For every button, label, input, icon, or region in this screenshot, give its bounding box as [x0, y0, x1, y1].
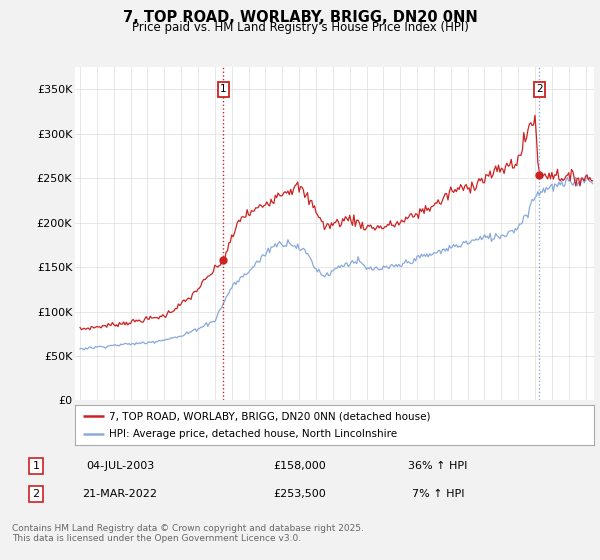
Text: £253,500: £253,500	[274, 489, 326, 499]
Text: HPI: Average price, detached house, North Lincolnshire: HPI: Average price, detached house, Nort…	[109, 429, 397, 439]
Text: 7, TOP ROAD, WORLABY, BRIGG, DN20 0NN (detached house): 7, TOP ROAD, WORLABY, BRIGG, DN20 0NN (d…	[109, 411, 430, 421]
Text: £158,000: £158,000	[274, 461, 326, 471]
Text: 2: 2	[536, 85, 542, 95]
Text: 04-JUL-2003: 04-JUL-2003	[86, 461, 154, 471]
Text: 7, TOP ROAD, WORLABY, BRIGG, DN20 0NN: 7, TOP ROAD, WORLABY, BRIGG, DN20 0NN	[122, 10, 478, 25]
Text: Price paid vs. HM Land Registry's House Price Index (HPI): Price paid vs. HM Land Registry's House …	[131, 21, 469, 34]
Text: 1: 1	[220, 85, 227, 95]
Text: 21-MAR-2022: 21-MAR-2022	[83, 489, 157, 499]
Text: 1: 1	[32, 461, 40, 471]
Text: Contains HM Land Registry data © Crown copyright and database right 2025.
This d: Contains HM Land Registry data © Crown c…	[12, 524, 364, 543]
Text: 2: 2	[32, 489, 40, 499]
Text: 7% ↑ HPI: 7% ↑ HPI	[412, 489, 464, 499]
Text: 36% ↑ HPI: 36% ↑ HPI	[409, 461, 467, 471]
